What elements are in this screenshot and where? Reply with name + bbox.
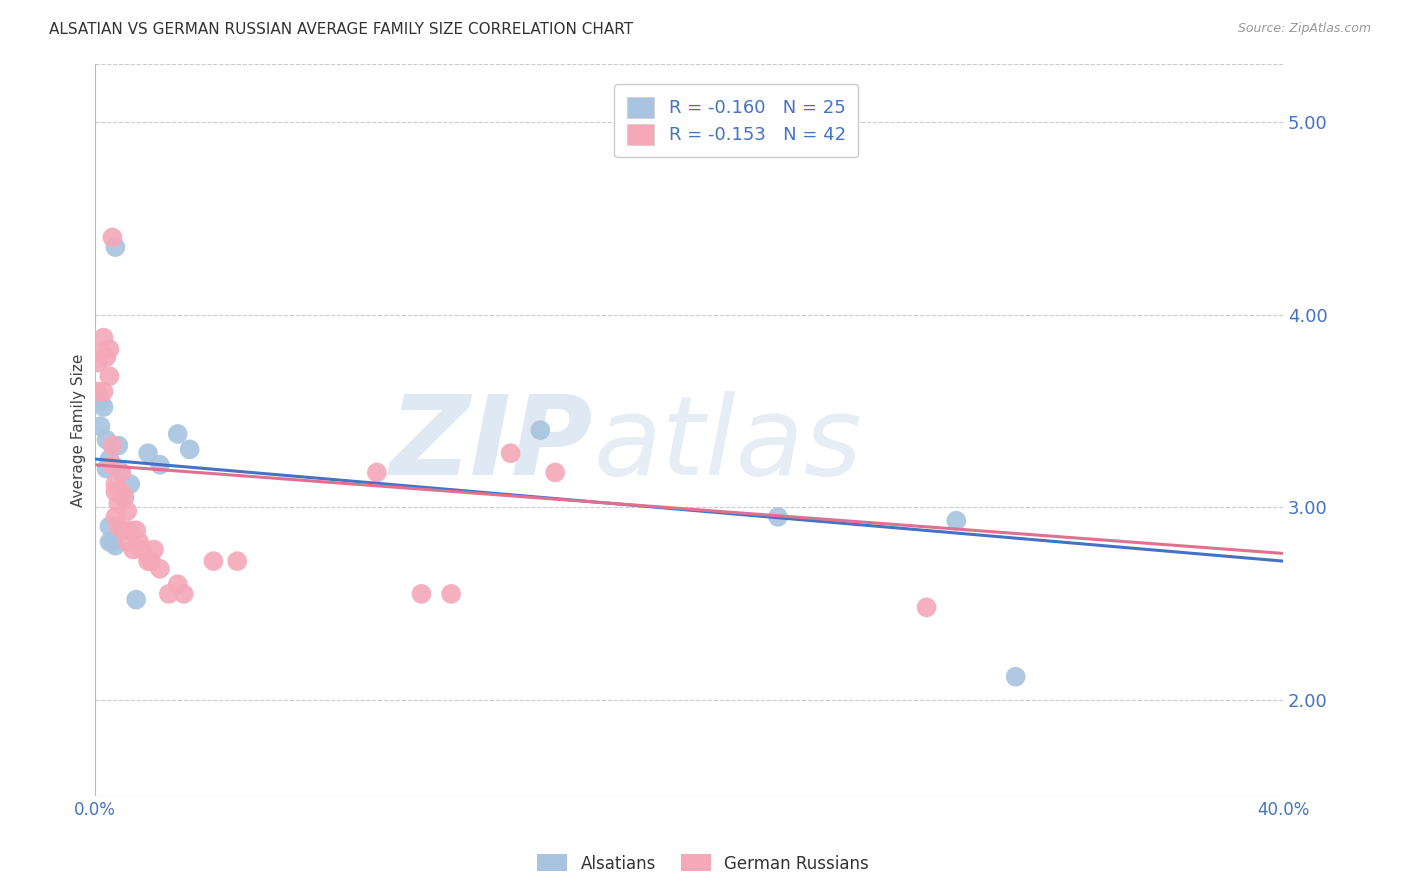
Point [125, 523, 148, 537]
Point [544, 466, 567, 480]
Point [101, 438, 124, 452]
Point [96, 433, 118, 447]
Point [120, 523, 142, 537]
Legend: Alsatians, German Russians: Alsatians, German Russians [530, 847, 876, 880]
Point [117, 534, 139, 549]
Point [366, 466, 388, 480]
Point [125, 592, 148, 607]
Point [107, 496, 129, 510]
Point [101, 230, 124, 244]
Point [173, 587, 195, 601]
Point [89, 419, 111, 434]
Point [86, 384, 108, 399]
Point [131, 542, 153, 557]
Point [86, 356, 108, 370]
Point [112, 491, 135, 505]
Point [128, 534, 150, 549]
Point [143, 542, 166, 557]
Point [112, 523, 135, 537]
Text: Source: ZipAtlas.com: Source: ZipAtlas.com [1237, 22, 1371, 36]
Point [1004, 670, 1026, 684]
Point [411, 587, 433, 601]
Point [93, 400, 115, 414]
Point [104, 539, 127, 553]
Point [96, 461, 118, 475]
Point [179, 442, 201, 457]
Point [89, 346, 111, 360]
Point [89, 394, 111, 409]
Point [440, 587, 463, 601]
Point [107, 438, 129, 452]
Point [101, 458, 124, 472]
Point [226, 554, 249, 568]
Point [96, 350, 118, 364]
Point [166, 577, 188, 591]
Point [101, 534, 124, 549]
Point [915, 600, 938, 615]
Text: ALSATIAN VS GERMAN RUSSIAN AVERAGE FAMILY SIZE CORRELATION CHART: ALSATIAN VS GERMAN RUSSIAN AVERAGE FAMIL… [49, 22, 633, 37]
Point [117, 504, 139, 518]
Point [122, 542, 145, 557]
Point [166, 427, 188, 442]
Point [149, 562, 172, 576]
Point [98, 534, 121, 549]
Point [93, 331, 115, 345]
Y-axis label: Average Family Size: Average Family Size [72, 353, 86, 507]
Point [104, 240, 127, 254]
Point [107, 519, 129, 533]
Point [157, 587, 180, 601]
Point [529, 423, 551, 437]
Point [104, 509, 127, 524]
Point [98, 342, 121, 356]
Point [110, 484, 132, 499]
Point [98, 369, 121, 384]
Point [112, 491, 135, 505]
Point [110, 466, 132, 480]
Point [120, 477, 142, 491]
Legend: R = -0.160   N = 25, R = -0.153   N = 42: R = -0.160 N = 25, R = -0.153 N = 42 [614, 84, 858, 157]
Point [98, 519, 121, 533]
Point [86, 394, 108, 409]
Text: ZIP: ZIP [391, 392, 593, 499]
Point [110, 466, 132, 480]
Point [98, 452, 121, 467]
Point [93, 384, 115, 399]
Text: atlas: atlas [593, 392, 862, 499]
Point [766, 509, 789, 524]
Point [202, 554, 225, 568]
Point [104, 484, 127, 499]
Point [136, 554, 159, 568]
Point [945, 514, 967, 528]
Point [149, 458, 172, 472]
Point [139, 554, 162, 568]
Point [499, 446, 522, 460]
Point [104, 477, 127, 491]
Point [136, 446, 159, 460]
